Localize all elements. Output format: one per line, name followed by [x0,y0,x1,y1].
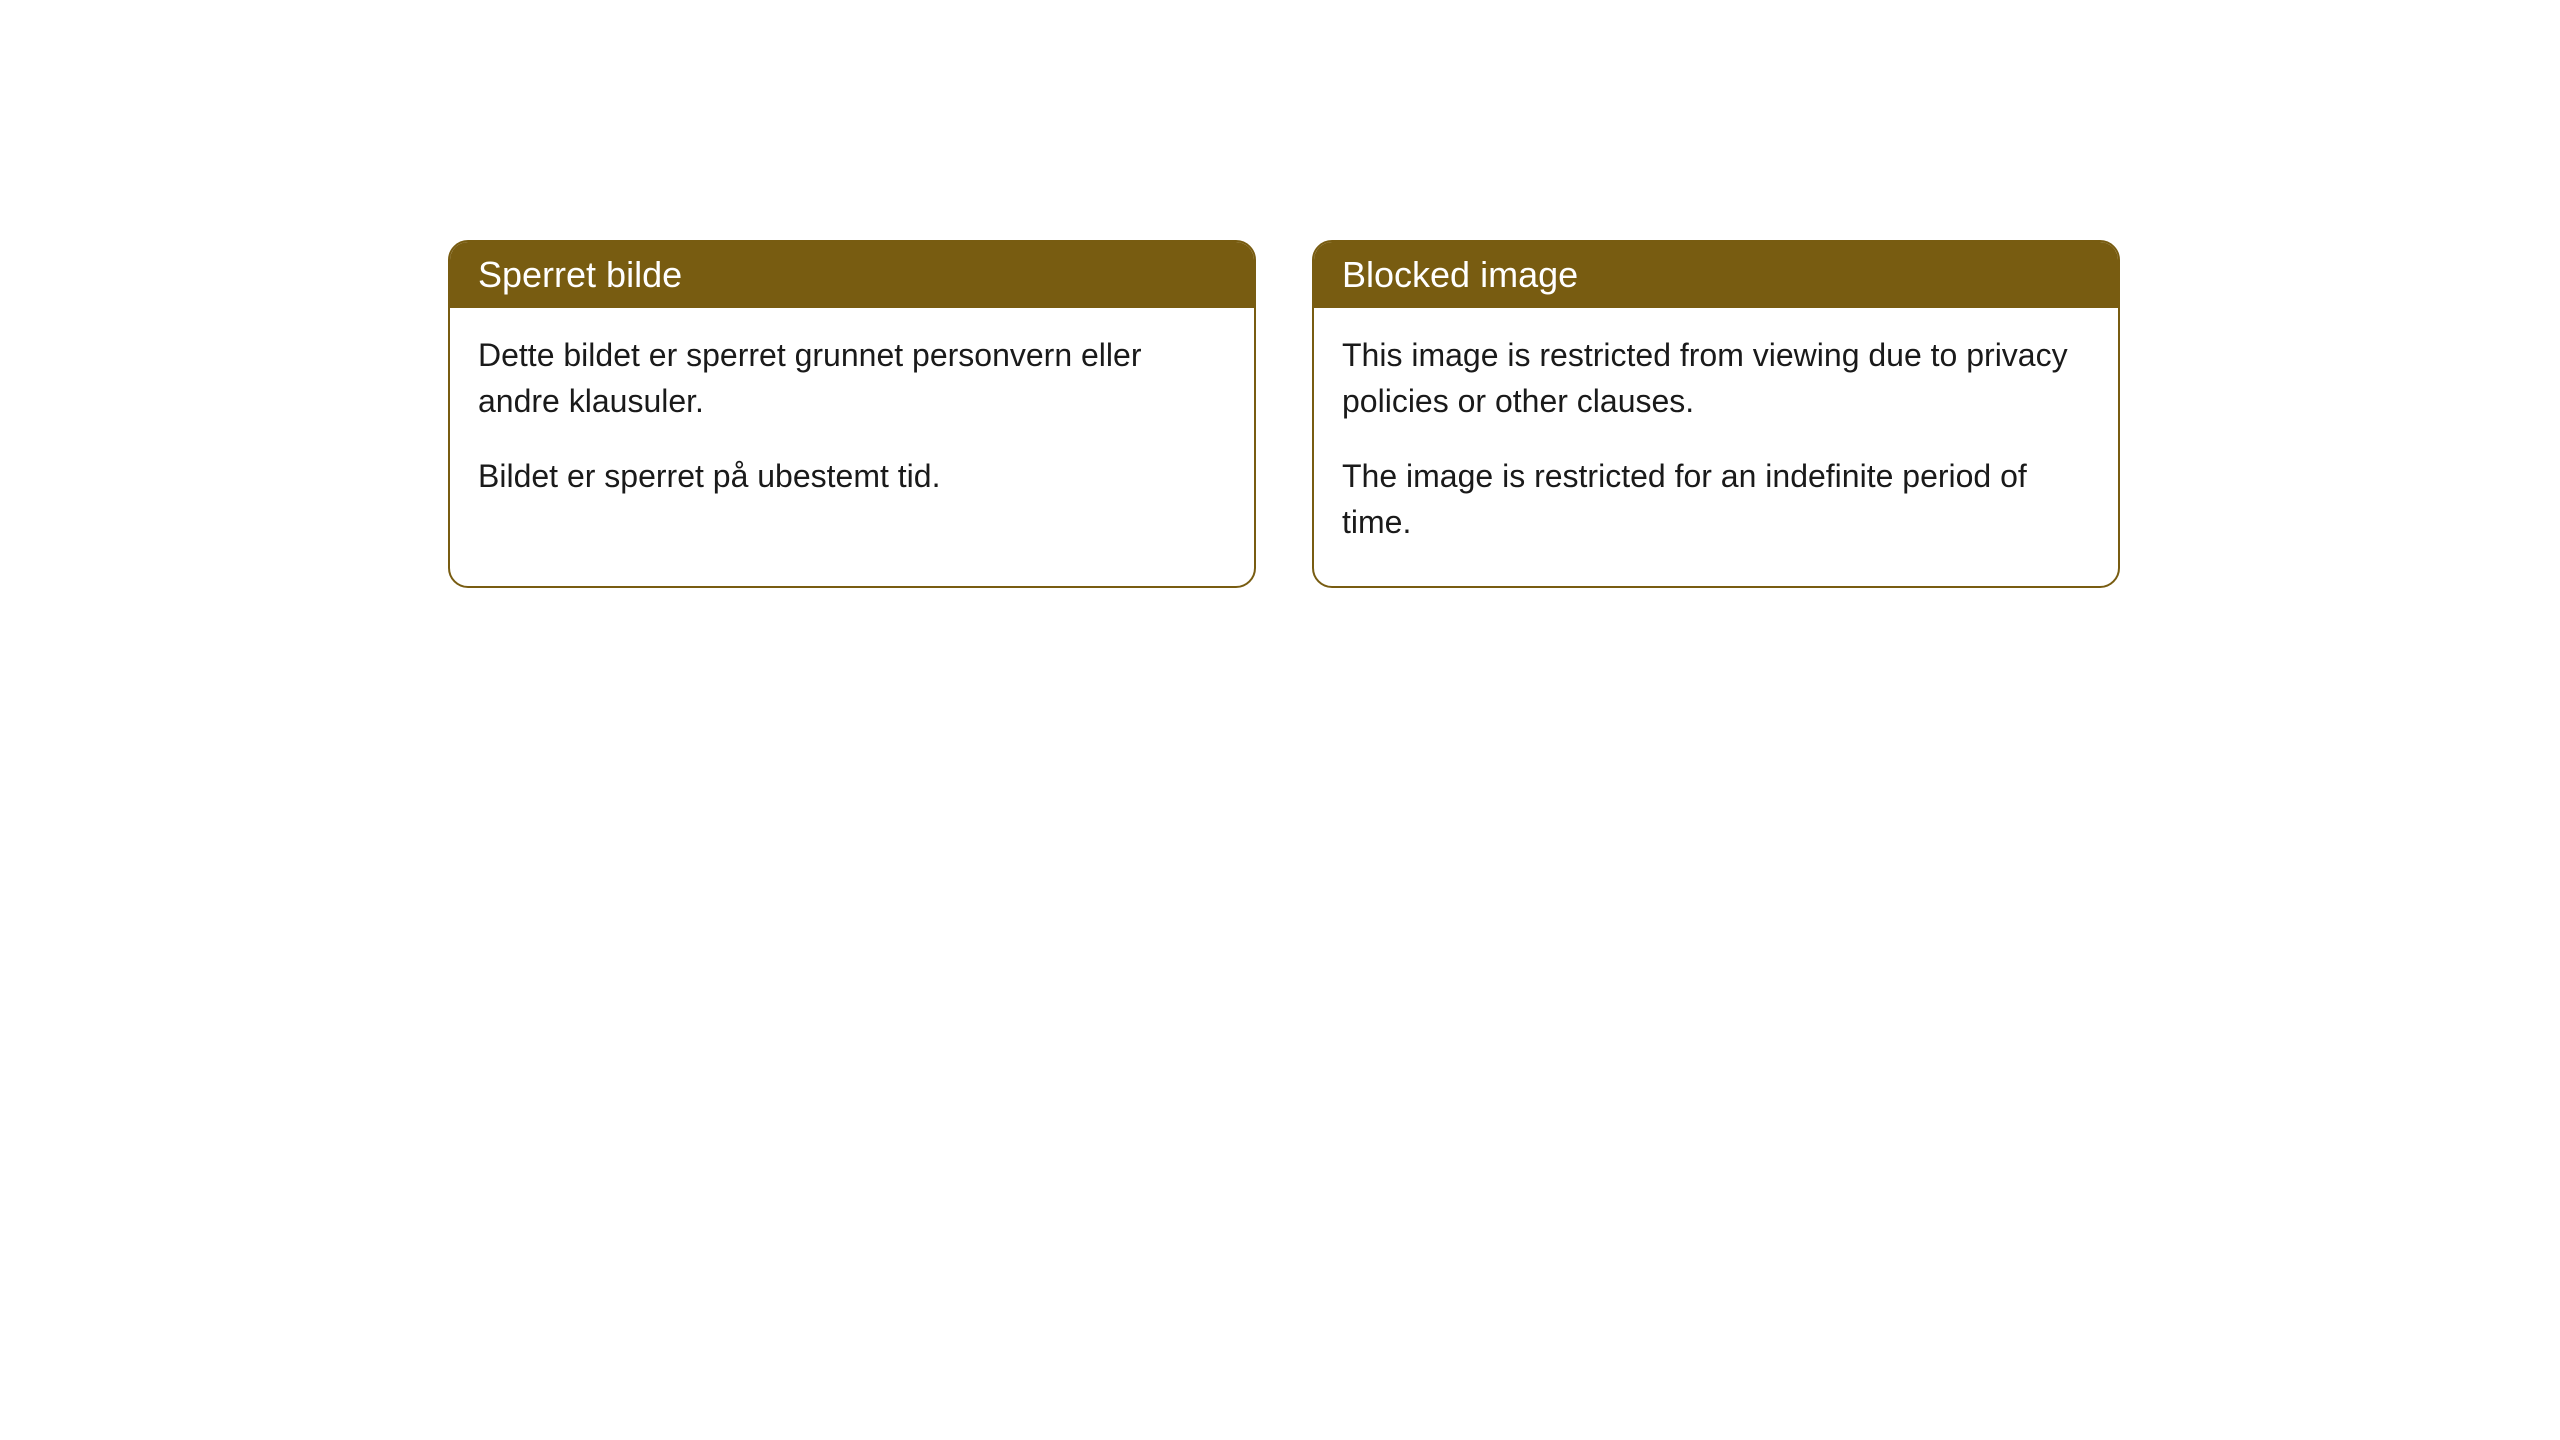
blocked-image-card-english: Blocked image This image is restricted f… [1312,240,2120,588]
notice-cards-container: Sperret bilde Dette bildet er sperret gr… [448,240,2120,588]
card-header: Sperret bilde [450,242,1254,308]
card-paragraph: The image is restricted for an indefinit… [1342,453,2090,546]
card-paragraph: Bildet er sperret på ubestemt tid. [478,453,1226,499]
card-body: Dette bildet er sperret grunnet personve… [450,308,1254,539]
card-paragraph: Dette bildet er sperret grunnet personve… [478,332,1226,425]
card-body: This image is restricted from viewing du… [1314,308,2118,586]
blocked-image-card-norwegian: Sperret bilde Dette bildet er sperret gr… [448,240,1256,588]
card-title: Sperret bilde [478,254,682,295]
card-paragraph: This image is restricted from viewing du… [1342,332,2090,425]
card-title: Blocked image [1342,254,1578,295]
card-header: Blocked image [1314,242,2118,308]
